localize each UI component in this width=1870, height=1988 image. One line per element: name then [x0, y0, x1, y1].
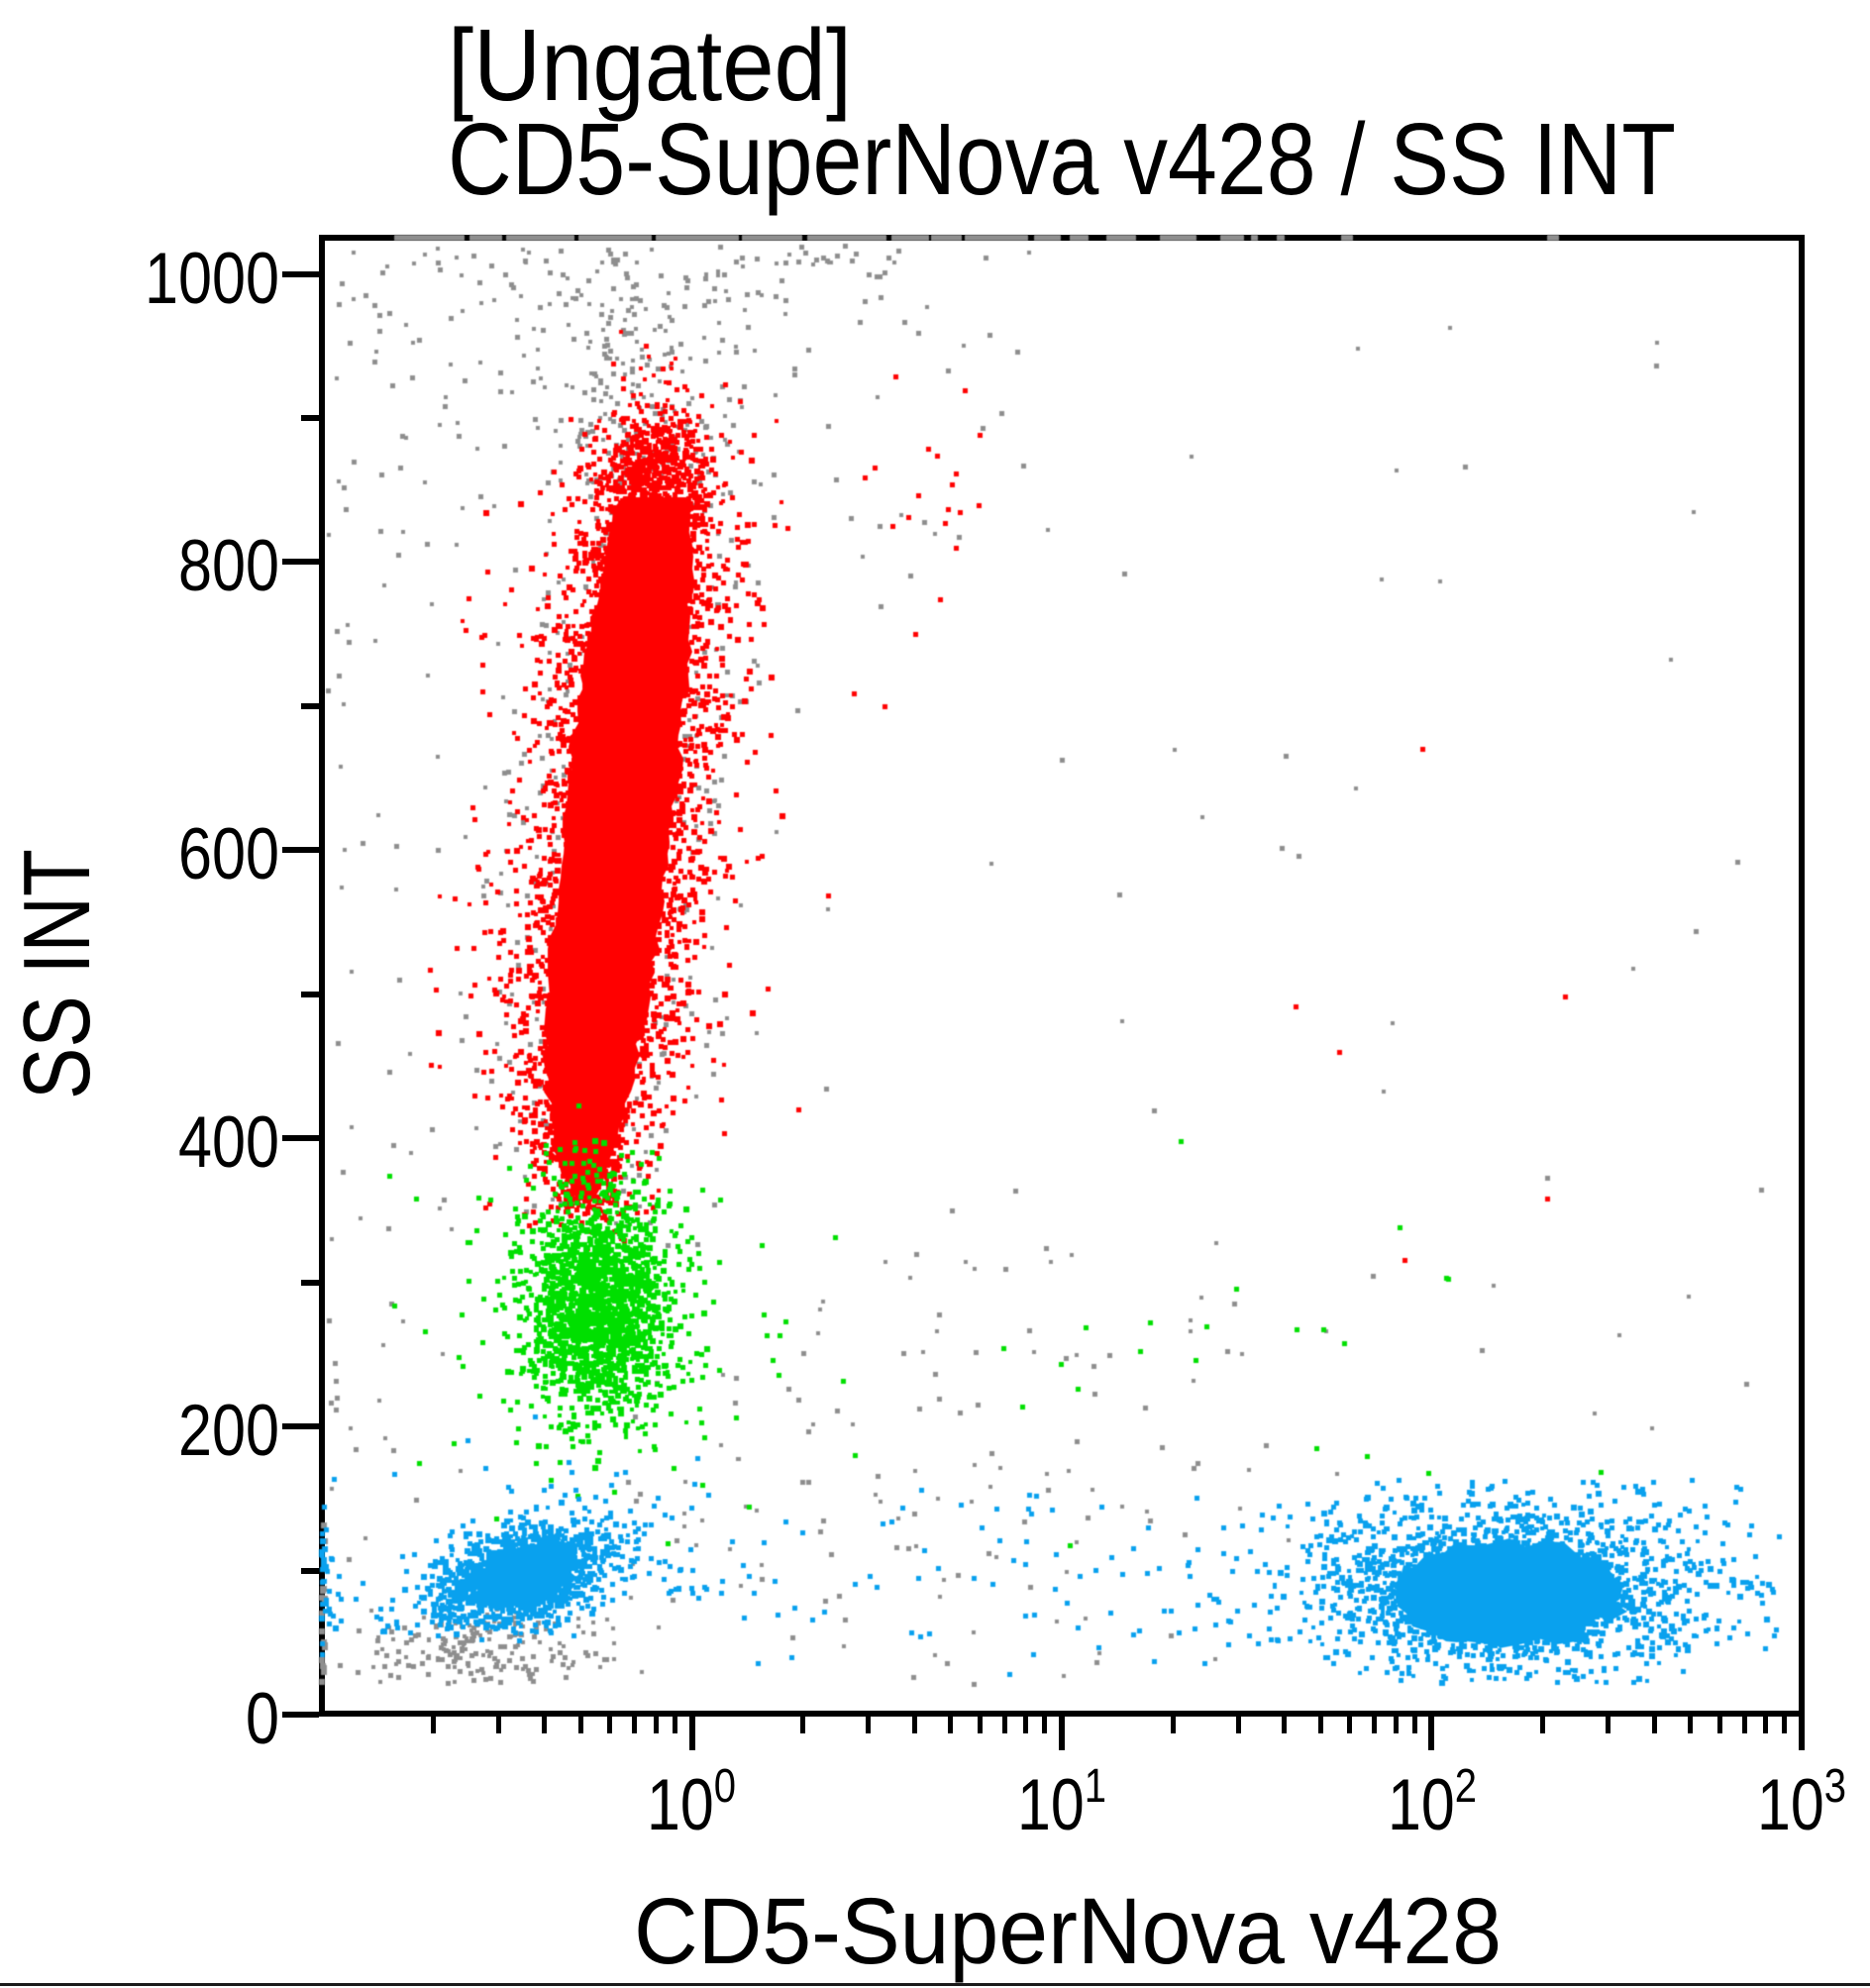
svg-text:SS INT: SS INT [4, 849, 110, 1099]
svg-text:800: 800 [178, 526, 279, 606]
svg-text:CD5-SuperNova v428 / SS INT: CD5-SuperNova v428 / SS INT [448, 102, 1676, 216]
svg-text:[Ungated]: [Ungated] [448, 8, 852, 122]
svg-text:400: 400 [178, 1102, 279, 1183]
svg-text:1000: 1000 [145, 239, 279, 319]
svg-text:0: 0 [246, 1679, 279, 1759]
svg-text:600: 600 [178, 814, 279, 894]
svg-text:CD5-SuperNova v428: CD5-SuperNova v428 [634, 1879, 1502, 1984]
svg-text:200: 200 [178, 1391, 279, 1471]
